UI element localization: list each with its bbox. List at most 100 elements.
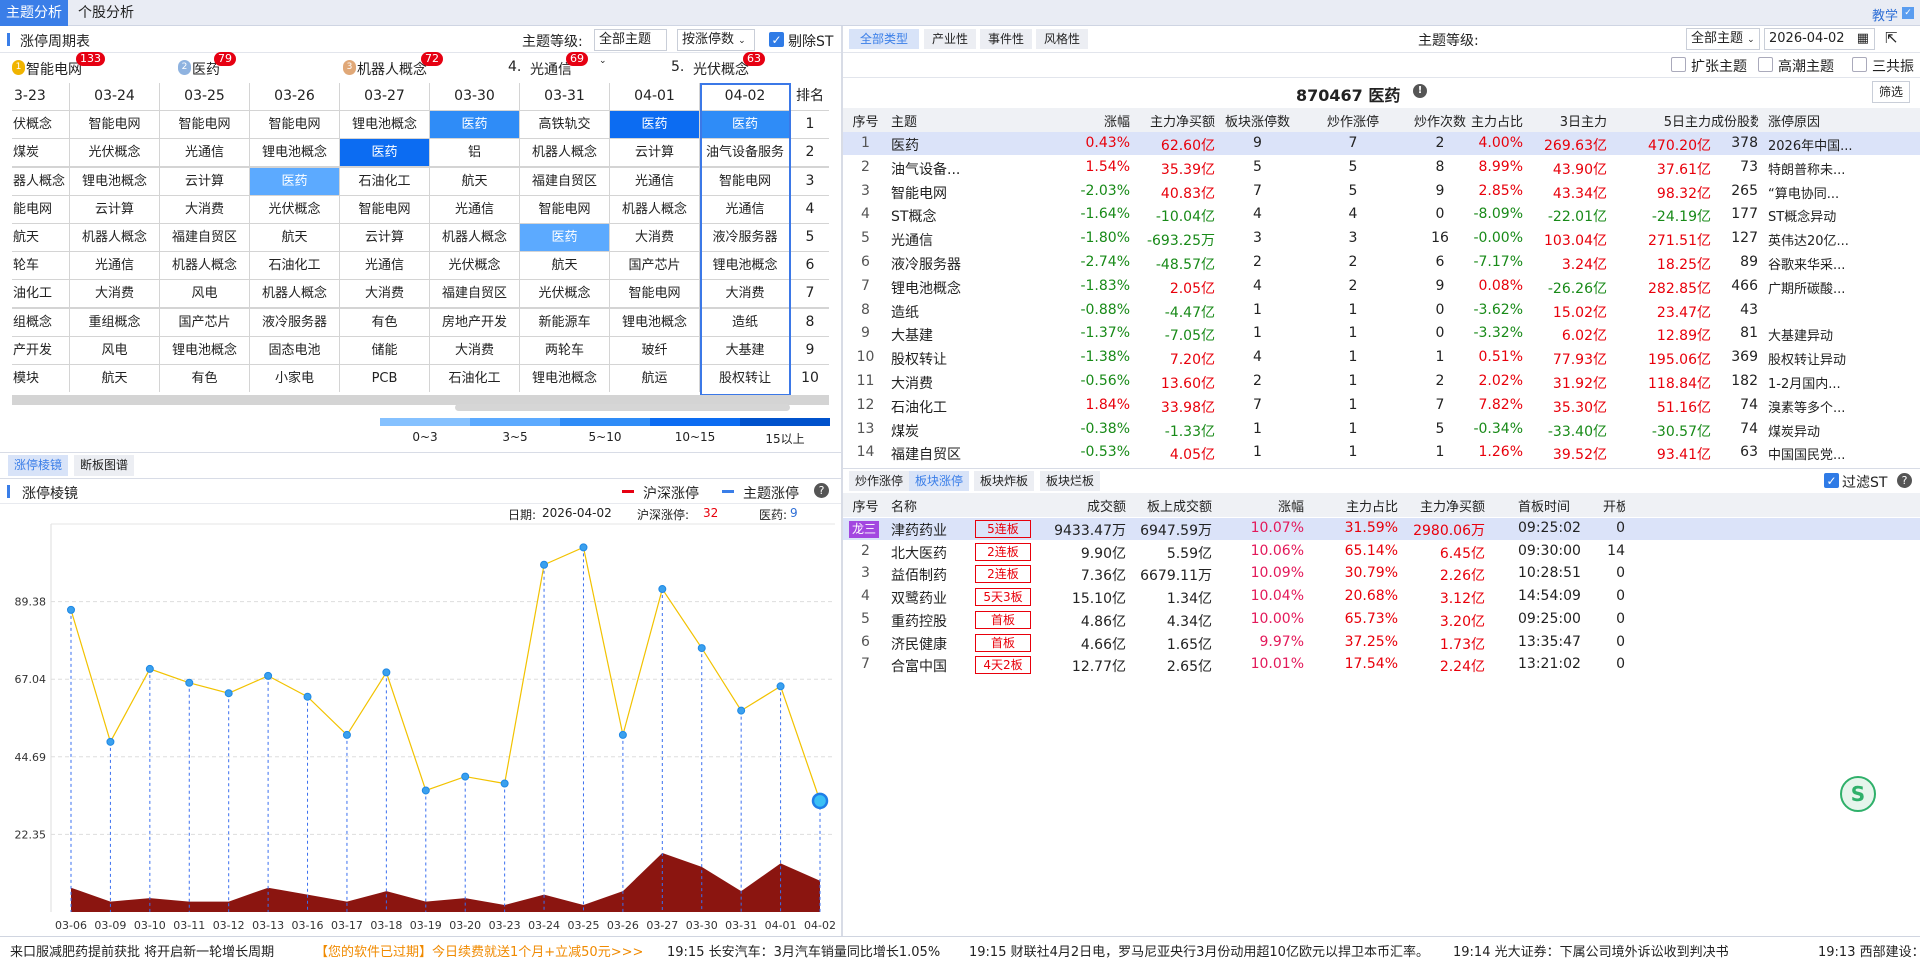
column-header[interactable]: 板上成交额: [1146, 500, 1212, 515]
grid-cell[interactable]: 航天: [520, 252, 609, 280]
grid-cell[interactable]: 福建自贸区: [520, 167, 609, 195]
grid-cell[interactable]: 新能源车: [520, 308, 609, 336]
stock-row[interactable]: 龙三 津药药业 5连板 9433.47万 6947.59万 10.07% 31.59% 298…: [843, 518, 1920, 540]
stock-row[interactable]: 2 北大医药 2连板 9.90亿 5.59亿 10.06% 65.14% 6.45亿 09:30…: [843, 541, 1920, 563]
grid-cell[interactable]: 油化工: [12, 280, 69, 308]
theme-row[interactable]: 8 造纸 -0.88% -4.47亿 1 1 0 -3.62% 15.02亿 23.47亿 43: [843, 299, 1920, 322]
news-item[interactable]: 来口服减肥药提前获批 将开启新一轮增长周期: [10, 945, 275, 960]
column-header[interactable]: 涨幅: [1103, 115, 1130, 130]
theme-row[interactable]: 7 锂电池概念 -1.83% 2.05亿 4 2 9 0.08% -26.26亿 282.85亿 4…: [843, 275, 1920, 298]
grid-cell[interactable]: 房地产开发: [430, 308, 519, 336]
grid-date-header[interactable]: 03-24: [70, 83, 159, 110]
column-header[interactable]: 开板数: [1603, 500, 1625, 515]
column-header[interactable]: 涨停原因: [1768, 115, 1821, 130]
grid-cell[interactable]: 机器人概念: [70, 224, 159, 251]
grid-cell[interactable]: 风电: [70, 336, 159, 364]
grid-cell[interactable]: 机器人概念: [520, 139, 609, 167]
date-picker[interactable]: 2026-04-02 ▦: [1764, 28, 1875, 50]
theme-row[interactable]: 9 大基建 -1.37% -7.05亿 1 1 0 -3.32% 6.02亿 12.89亿 81 大基…: [843, 322, 1920, 345]
column-header[interactable]: 序号: [852, 500, 879, 515]
grid-cell[interactable]: 福建自贸区: [160, 224, 249, 251]
top-theme-3[interactable]: 机器人概念: [357, 62, 427, 78]
grid-cell[interactable]: 大基建: [700, 336, 790, 364]
theme-row[interactable]: 2 油气设备... 1.54% 35.39亿 5 5 8 8.99% 43.90亿 37.61亿 7…: [843, 156, 1920, 179]
grid-date-header[interactable]: 03-25: [160, 83, 249, 110]
grid-cell[interactable]: 固态电池: [250, 336, 339, 364]
level-select[interactable]: 全部主题 ⌄: [594, 29, 667, 66]
grid-cell[interactable]: 医药: [700, 111, 790, 139]
grid-date-header[interactable]: 03-30: [430, 83, 519, 110]
grid-cell[interactable]: 航天: [70, 365, 159, 392]
stock-tab-2[interactable]: 板块涨停: [909, 471, 970, 491]
grid-cell[interactable]: 轮车: [12, 252, 69, 280]
column-header[interactable]: 主力占比: [1470, 115, 1523, 130]
stock-tab-3[interactable]: 板块炸板: [974, 471, 1035, 491]
news-item[interactable]: 19:14 光大证券：下属公司境外诉讼收到判决书: [1453, 945, 1729, 960]
grid-cell[interactable]: 机器人概念: [250, 280, 339, 308]
column-header[interactable]: 3日主力: [1559, 115, 1607, 130]
grid-cell[interactable]: 智能电网: [160, 111, 249, 139]
info-icon[interactable]: !: [1413, 84, 1427, 98]
type-tab-1[interactable]: 全部类型: [849, 29, 919, 49]
grid-cell[interactable]: 铝: [430, 139, 519, 167]
grid-cell[interactable]: 锂电池概念: [250, 139, 339, 167]
stock-row[interactable]: 3 益佰制药 2连板 7.36亿 6679.11万 10.09% 30.79% 2.26亿 10…: [843, 563, 1920, 585]
theme-row[interactable]: 10 股权转让 -1.38% 7.20亿 4 1 1 0.51% 77.93亿 195.06亿 36…: [843, 346, 1920, 369]
grid-cell[interactable]: 大消费: [430, 336, 519, 364]
type-tab-3[interactable]: 事件性: [980, 29, 1032, 49]
grid-cell[interactable]: 智能电网: [340, 195, 429, 223]
column-header[interactable]: 名称: [891, 500, 918, 515]
theme-row[interactable]: 11 大消费 -0.56% 13.60亿 2 1 2 2.02% 31.92亿 118.84亿 18…: [843, 370, 1920, 393]
grid-cell[interactable]: 大消费: [340, 280, 429, 308]
grid-cell[interactable]: 模块: [12, 365, 69, 392]
theme-row[interactable]: 12 石油化工 1.84% 33.98亿 7 1 7 7.82% 35.30亿 51.16亿 74 溴…: [843, 394, 1920, 417]
grid-date-header[interactable]: 03-26: [250, 83, 339, 110]
column-header[interactable]: 主力净买额: [1149, 115, 1215, 130]
help-link[interactable]: 教学: [1871, 9, 1898, 24]
grid-cell[interactable]: 光通信: [340, 252, 429, 280]
grid-cell[interactable]: 高铁轨交: [520, 111, 609, 139]
grid-cell[interactable]: 云计算: [160, 167, 249, 195]
grid-cell[interactable]: 光通信: [160, 139, 249, 167]
grid-cell[interactable]: 能电网: [12, 195, 69, 223]
grid-cell[interactable]: 液冷服务器: [700, 224, 790, 251]
tab-theme-analysis[interactable]: 主题分析: [0, 0, 68, 26]
news-item[interactable]: 19:15 长安汽车：3月汽车销量同比增长1.05%: [667, 945, 941, 960]
right-level-select[interactable]: 全部主题 ⌄: [1686, 28, 1760, 50]
checkbox-edit-icon[interactable]: ✓: [1902, 7, 1914, 19]
grid-cell[interactable]: 组概念: [12, 308, 69, 336]
grid-cell[interactable]: 医药: [340, 139, 429, 167]
grid-cell[interactable]: 云计算: [610, 139, 699, 167]
type-tab-2[interactable]: 产业性: [924, 29, 976, 49]
export-icon[interactable]: ⇱: [1885, 29, 1898, 47]
top-theme-5[interactable]: 光伏概念: [693, 62, 749, 78]
top-theme-4[interactable]: 光通信: [530, 62, 572, 78]
grid-cell[interactable]: 大消费: [610, 224, 699, 251]
column-header[interactable]: 成份股数量: [1711, 115, 1758, 130]
column-header[interactable]: 炒作涨停: [1326, 115, 1379, 130]
grid-cell[interactable]: 玻纤: [610, 336, 699, 364]
grid-cell[interactable]: 锂电池概念: [160, 336, 249, 364]
stock-row[interactable]: 4 双鹭药业 5天3板 15.10亿 1.34亿 10.04% 20.68% 3.12亿 14:…: [843, 586, 1920, 608]
exclude-st-checkbox[interactable]: ✓: [769, 32, 784, 47]
grid-cell[interactable]: 煤炭: [12, 139, 69, 167]
grid-cell[interactable]: 航运: [610, 365, 699, 392]
assistant-logo-icon[interactable]: S: [1840, 776, 1876, 812]
grid-cell[interactable]: 智能电网: [700, 167, 790, 195]
grid-cell[interactable]: 石油化工: [250, 252, 339, 280]
grid-cell[interactable]: 航天: [12, 224, 69, 251]
grid-cell[interactable]: 股权转让: [700, 365, 790, 392]
column-header[interactable]: 主力占比: [1345, 500, 1398, 515]
grid-cell[interactable]: 产开发: [12, 336, 69, 364]
column-header[interactable]: 首板时间: [1518, 500, 1571, 515]
grid-cell[interactable]: 重组概念: [70, 308, 159, 336]
grid-cell[interactable]: 大消费: [160, 195, 249, 223]
stock-row[interactable]: 7 合富中国 4天2板 12.77亿 2.65亿 10.01% 17.54% 2.24亿 13:…: [843, 654, 1920, 676]
grid-cell[interactable]: 航天: [430, 167, 519, 195]
filter-checkbox[interactable]: [1852, 57, 1867, 72]
column-header[interactable]: 主题: [891, 115, 918, 130]
grid-cell[interactable]: 伏概念: [12, 111, 69, 139]
grid-cell[interactable]: 智能电网: [610, 280, 699, 308]
grid-cell[interactable]: 光伏概念: [70, 139, 159, 167]
grid-cell[interactable]: 锂电池概念: [340, 111, 429, 139]
